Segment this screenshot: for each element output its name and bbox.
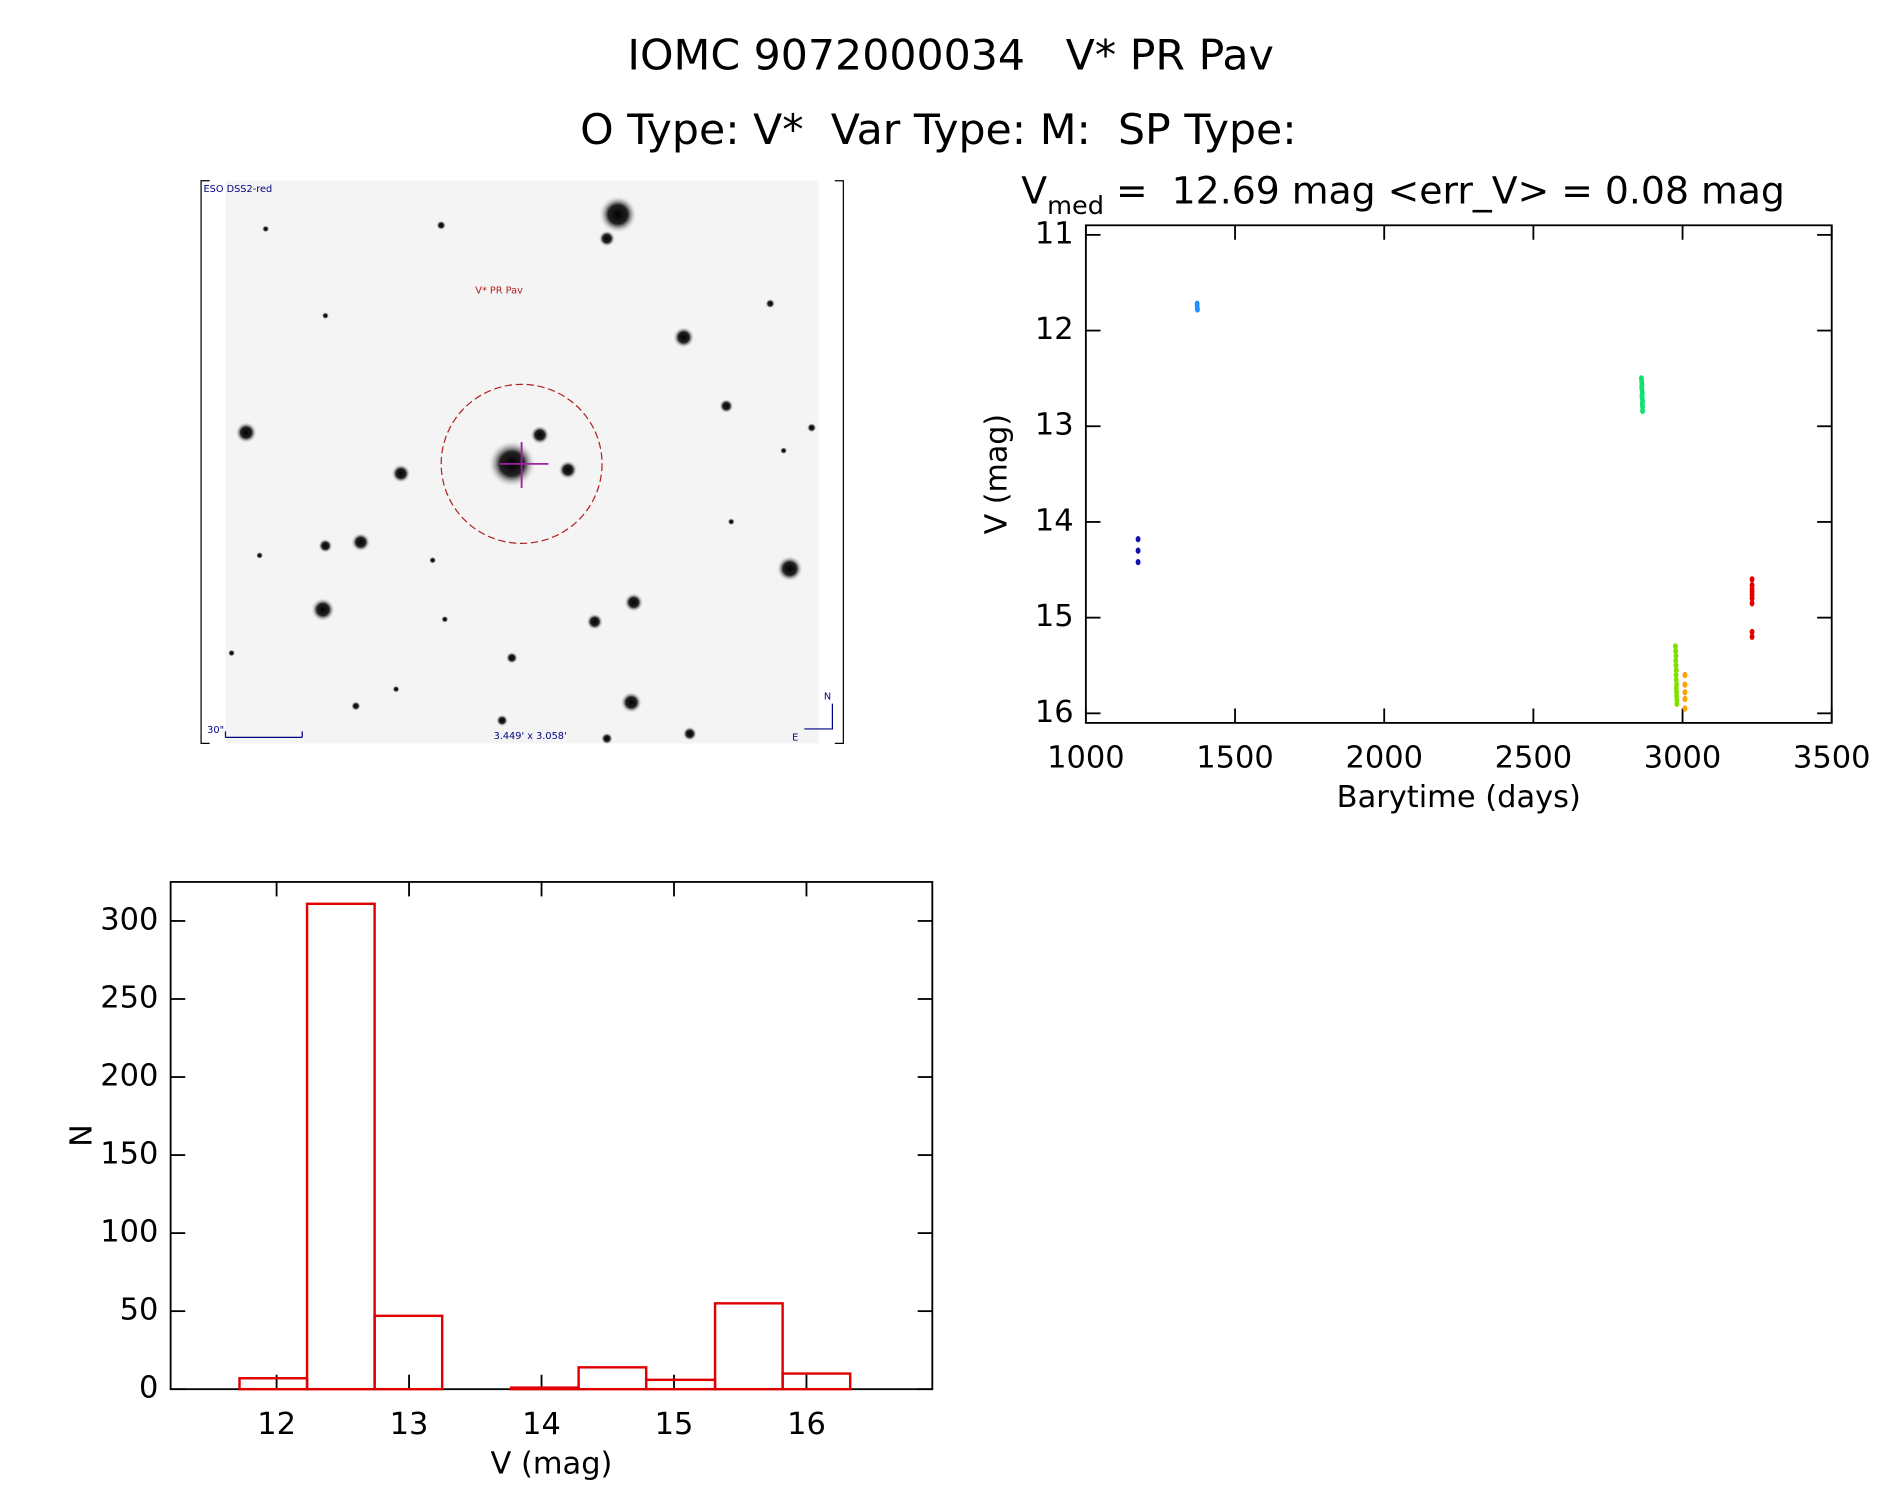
histogram-bar xyxy=(713,1302,784,1391)
target-cross xyxy=(499,442,549,488)
point xyxy=(1682,705,1688,712)
y-tick-label: 50 xyxy=(120,1293,159,1328)
x-tick-label: 3000 xyxy=(1644,741,1722,776)
y-tick-label: 0 xyxy=(139,1371,158,1406)
y-tick-label: 12 xyxy=(1035,312,1074,347)
title-v: V xyxy=(1021,168,1047,212)
north-label: N xyxy=(824,691,831,702)
point xyxy=(1673,648,1679,655)
point xyxy=(1682,689,1688,696)
histogram-bar xyxy=(781,1372,852,1391)
x-axis-label: V (mag) xyxy=(490,1447,612,1482)
target-label: V* PR Pav xyxy=(475,285,523,296)
point xyxy=(1682,695,1688,703)
y-tick-label: 150 xyxy=(100,1137,158,1172)
histogram-bar xyxy=(238,1377,309,1391)
point xyxy=(1673,671,1679,679)
scale-label: 30" xyxy=(207,725,224,736)
histogram-bar xyxy=(577,1366,648,1391)
histogram-bar xyxy=(373,1314,444,1391)
point xyxy=(1673,667,1679,674)
scale-bar xyxy=(224,731,303,738)
y-tick-label: 16 xyxy=(1035,695,1074,730)
title-rest: = 12.69 mag <err_V> = 0.08 mag xyxy=(1104,168,1785,212)
size-label: 3.449' x 3.058' xyxy=(494,731,567,742)
y-tick-label: 200 xyxy=(100,1059,158,1094)
y-tick-label: 300 xyxy=(100,903,158,938)
x-tick-label: 16 xyxy=(787,1407,826,1442)
y-axis-label: V (mag) xyxy=(980,414,1015,535)
x-tick-label: 2000 xyxy=(1345,741,1423,776)
point xyxy=(1673,657,1679,664)
y-tick-label: 250 xyxy=(100,981,158,1016)
point xyxy=(1682,681,1688,688)
y-axis-label: N xyxy=(64,1124,99,1147)
point xyxy=(1673,652,1679,660)
x-axis-label: Barytime (days) xyxy=(1337,780,1581,815)
point xyxy=(1749,595,1755,602)
histogram-bar xyxy=(644,1378,717,1391)
east-label: E xyxy=(792,732,798,743)
point xyxy=(1749,576,1755,583)
plot-frame xyxy=(1084,224,1833,724)
point xyxy=(1640,407,1646,415)
point xyxy=(1673,676,1679,683)
x-tick-label: 14 xyxy=(522,1407,561,1442)
y-tick-label: 11 xyxy=(1035,216,1074,251)
title-sub: med xyxy=(1047,190,1104,220)
point xyxy=(1673,662,1679,669)
point xyxy=(1135,559,1141,566)
point xyxy=(1195,306,1200,313)
histogram-bar xyxy=(509,1386,580,1391)
page-title: IOMC 9072000034 V* PR Pav xyxy=(627,31,1273,80)
stars xyxy=(227,195,817,745)
sky-image: ESO DSS2-red V* PR Pav 30" 3.449' x 3.05… xyxy=(200,180,844,745)
x-tick-label: 3500 xyxy=(1793,741,1871,776)
x-tick-label: 2500 xyxy=(1495,741,1573,776)
y-tick-label: 15 xyxy=(1035,599,1074,634)
compass xyxy=(804,703,833,730)
target-circle xyxy=(440,383,603,544)
point xyxy=(1749,633,1755,640)
survey-label: ESO DSS2-red xyxy=(204,184,273,195)
x-tick-label: 13 xyxy=(390,1407,429,1442)
scatter-title: Vmed = 12.69 mag <err_V> = 0.08 mag xyxy=(1021,168,1785,220)
point xyxy=(1672,643,1678,650)
y-tick-label: 100 xyxy=(100,1215,158,1250)
x-tick-label: 12 xyxy=(257,1407,296,1442)
page-subtitle: O Type: V* Var Type: M: SP Type: xyxy=(580,106,1297,155)
point xyxy=(1749,600,1755,607)
x-tick-label: 15 xyxy=(655,1407,694,1442)
x-tick-label: 1500 xyxy=(1196,741,1274,776)
point xyxy=(1135,536,1141,543)
y-tick-label: 13 xyxy=(1035,408,1074,443)
point xyxy=(1674,700,1680,707)
y-tick-label: 14 xyxy=(1035,504,1074,539)
point xyxy=(1682,671,1688,679)
point xyxy=(1135,547,1141,554)
x-tick-label: 1000 xyxy=(1047,741,1125,776)
plot-frame xyxy=(169,881,934,1391)
image-frame xyxy=(200,180,844,744)
histogram-bar xyxy=(305,902,376,1391)
point xyxy=(1749,628,1755,636)
